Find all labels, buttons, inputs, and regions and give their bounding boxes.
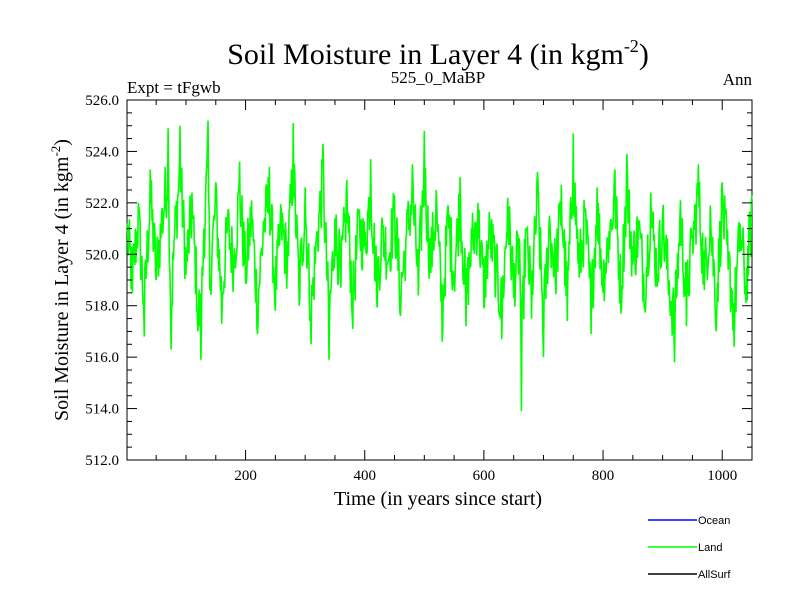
legend-label-ocean: Ocean [698,515,730,527]
series-line-land [126,120,753,412]
legend-label-allsurf: AllSurf [698,569,731,581]
y-tick-label: 522.0 [85,196,119,212]
y-axis-label: Soil Moisture in Layer 4 (in kgm-2) [48,139,73,421]
legend: Ocean Land AllSurf [648,515,731,581]
subtitle-right: Ann [723,70,753,89]
chart-title-tail: ) [639,38,649,71]
x-axis-label: Time (in years since start) [334,488,542,510]
chart-title: Soil Moisture in Layer 4 (in kgm-2) [227,36,649,71]
x-tick-label: 200 [234,468,257,484]
x-tick-label: 1000 [707,468,737,484]
x-tick-label: 800 [592,468,615,484]
x-tick-label: 400 [353,468,376,484]
x-tick-label: 600 [473,468,496,484]
legend-label-land: Land [698,542,722,554]
y-axis-label-sup: -2 [48,146,63,157]
y-axis-label-main: Soil Moisture in Layer 4 (in kgm [51,156,73,421]
y-tick-label: 518.0 [85,299,119,315]
chart-title-main: Soil Moisture in Layer 4 (in kgm [227,38,624,71]
y-tick-label: 520.0 [85,247,119,263]
y-tick-label: 524.0 [85,144,119,160]
subtitle-left: Expt = tFgwb [127,78,221,97]
y-tick-label: 526.0 [85,93,119,109]
y-tick-label: 512.0 [85,453,119,469]
chart-title-sup: -2 [624,36,639,56]
subtitle-center: 525_0_MaBP [391,68,485,87]
y-axis-label-tail: ) [51,139,73,146]
axis-layer: 200 400 600 800 1000 512.0 514.0 516.0 518.0 520.… [85,93,752,484]
y-tick-label: 514.0 [85,402,119,418]
series-layer [126,120,753,412]
y-tick-label: 516.0 [85,350,119,366]
